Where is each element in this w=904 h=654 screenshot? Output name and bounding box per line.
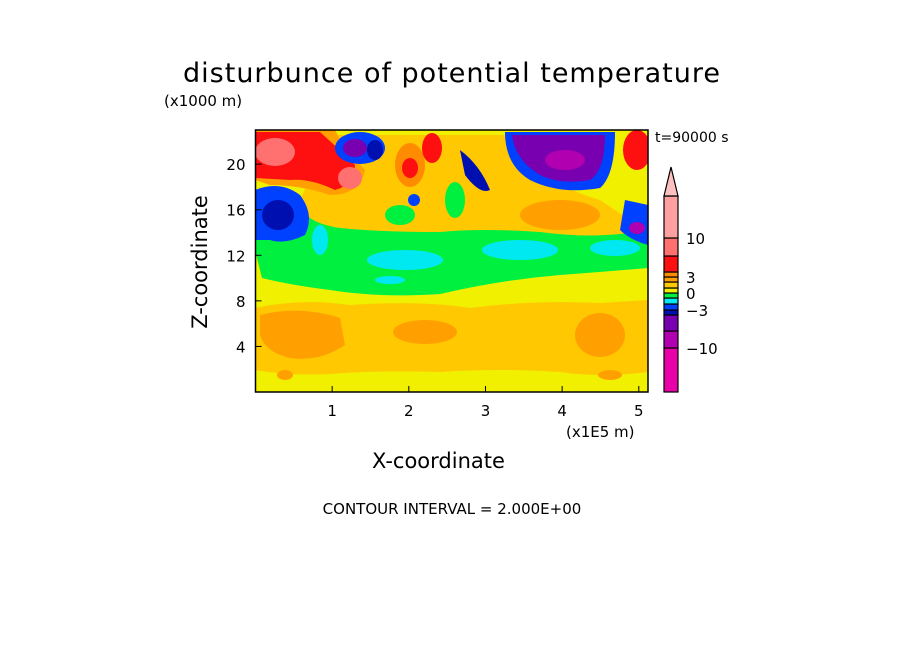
y-tick-label: 20 [226,156,245,174]
contour-interval-note: CONTOUR INTERVAL = 2.000E+00 [322,500,582,518]
blob-red-top-mid-2 [422,133,442,163]
blob-orange-upper-right [520,200,600,230]
colorbar-segment [663,314,679,332]
colorbar-segment [663,276,679,283]
blob-orange-bottom [277,370,293,380]
x-axis-unit: (x1E5 m) [566,423,635,441]
x-tick-label: 3 [481,402,491,420]
x-tick-label: 5 [634,402,644,420]
blob-orange-left [260,310,345,359]
plot-frame [254,129,649,393]
blob-salmon-2 [338,167,362,189]
colorbar-segment [663,255,679,273]
contour-field [255,130,648,392]
colorbar-segment [663,330,679,349]
blob-green-upper [385,205,415,225]
y-axis-unit: (x1000 m) [164,92,243,110]
colorbar-segment [663,287,679,294]
blob-red-top-mid [402,158,418,178]
colorbar-segment [663,303,679,311]
chart-title: disturbunce of potential temperature [183,58,721,89]
colorbar-segment [663,271,679,278]
blob-magenta-top-right [545,150,585,170]
blob-darkblue-left [262,200,294,230]
colorbar-segment [663,297,679,305]
y-tick-label: 8 [236,293,246,311]
blob-purple-top [343,139,367,157]
x-tick-label: 1 [327,402,337,420]
colorbar-label: 3 [686,269,696,287]
colorbar-segment [663,292,679,299]
x-tick-label: 2 [404,402,414,420]
streak-darkblue [460,150,490,191]
blob-cyan-4 [312,225,328,255]
y-tick-label: 16 [226,202,245,220]
y-tick-label: 4 [236,338,246,356]
blob-orange-bottom-right [598,370,622,380]
x-tick-label: 4 [557,402,567,420]
colorbar-segment [663,195,679,239]
colorbar-label: −3 [686,302,708,320]
blob-cyan-1 [367,250,443,270]
blob-cyan-3 [482,240,558,260]
colorbar-extend-arrow [663,166,679,197]
colorbar-label: −10 [686,340,718,358]
blob-salmon-top-left [255,138,295,166]
blob-orange-center [393,320,457,344]
blob-orange-right [575,313,625,357]
colorbar-segment [663,237,679,257]
blob-green-upper-2 [445,182,465,218]
blob-magenta-right [629,222,645,234]
colorbar-segment [663,309,679,316]
colorbar-label: 10 [686,230,705,248]
blob-cyan-2 [375,276,405,284]
colorbar-label: 0 [686,285,696,303]
colorbar-segment [663,347,679,393]
blob-darkblue-top [367,140,383,160]
blob-red-top-right [623,130,648,170]
blob-blue-small [408,194,420,206]
time-label: t=90000 s [655,130,729,146]
colorbar-segment [663,281,679,289]
blob-cyan-5 [590,240,640,256]
x-axis-label: X-coordinate [372,449,505,473]
y-tick-label: 12 [226,247,245,265]
